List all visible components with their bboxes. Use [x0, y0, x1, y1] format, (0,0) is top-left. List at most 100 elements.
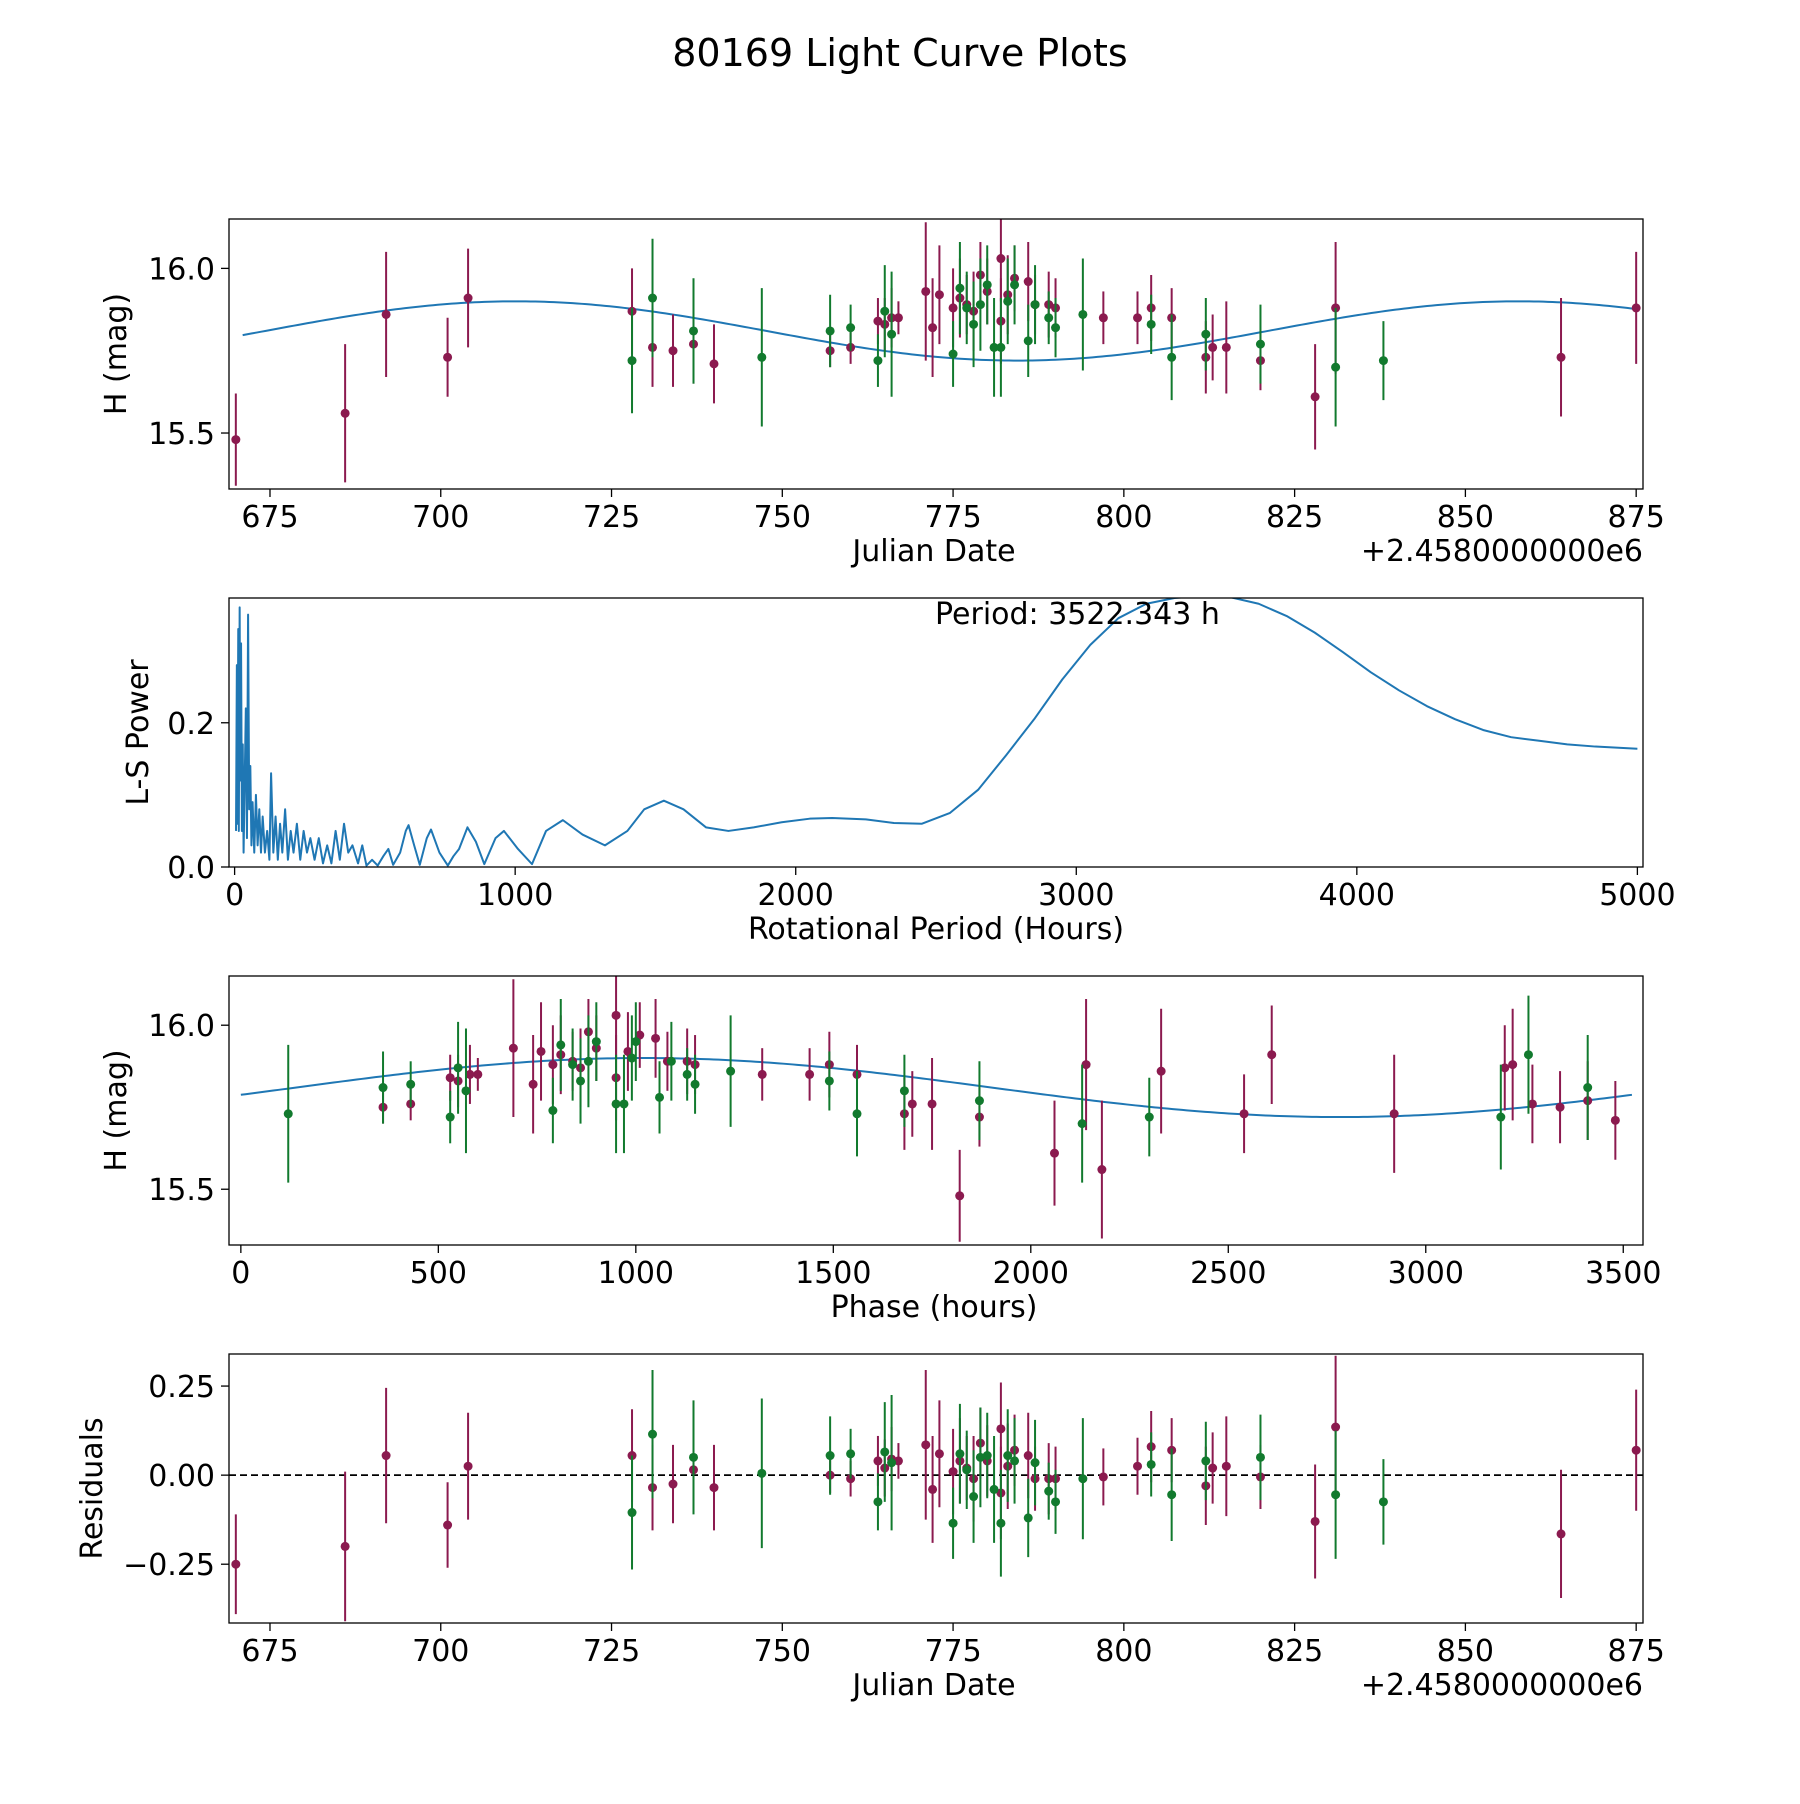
data-point	[231, 435, 241, 445]
data-point	[619, 1099, 629, 1109]
data-point	[1378, 356, 1388, 366]
data-point	[989, 1484, 999, 1494]
data-point	[955, 1191, 965, 1201]
data-point	[381, 1451, 391, 1461]
x-tick-label: 800	[1095, 500, 1152, 535]
x-tick-label: 800	[1095, 1634, 1152, 1669]
data-point	[340, 408, 350, 418]
data-point	[1331, 362, 1341, 372]
data-point	[635, 1030, 645, 1040]
data-point	[1044, 313, 1054, 323]
x-tick-label: 750	[754, 1634, 811, 1669]
y-axis-label: L-S Power	[121, 659, 156, 806]
x-offset-label: +2.4580000000e6	[1361, 1668, 1643, 1703]
data-point	[955, 283, 965, 293]
data-point	[709, 1483, 719, 1493]
data-point	[873, 1456, 883, 1466]
data-point	[996, 1424, 1006, 1434]
plot-area	[229, 1355, 1643, 1622]
y-axis-label: Residuals	[75, 1417, 110, 1559]
data-point	[689, 326, 699, 336]
data-point	[648, 293, 658, 303]
data-point	[568, 1060, 578, 1070]
axes-frame	[228, 1353, 1644, 1624]
x-offset-label: +2.4580000000e6	[1361, 534, 1643, 569]
data-point	[852, 1109, 862, 1119]
data-point	[948, 303, 958, 313]
data-point	[1389, 1109, 1399, 1119]
data-point	[1201, 329, 1211, 339]
data-point	[1098, 1472, 1108, 1482]
data-point	[690, 1079, 700, 1089]
x-tick-label: 1000	[477, 878, 553, 913]
data-point	[1631, 1445, 1641, 1455]
data-point	[1310, 1516, 1320, 1526]
data-point	[893, 313, 903, 323]
x-axis-label: Rotational Period (Hours)	[748, 912, 1124, 947]
data-point	[648, 1429, 658, 1439]
data-point	[1078, 1474, 1088, 1484]
x-tick-label: 875	[1608, 1634, 1665, 1669]
x-tick-label: 700	[412, 1634, 469, 1669]
y-tick-label: −0.25	[123, 1548, 215, 1583]
data-point	[934, 1449, 944, 1459]
data-point	[709, 359, 719, 369]
data-point	[340, 1541, 350, 1551]
data-point	[921, 286, 931, 296]
x-tick-label: 675	[241, 500, 298, 535]
data-point	[283, 1109, 293, 1119]
subplot-p4: 675 700 725 750 775 800 825 850 875 −0.25 0.00 0.25…	[75, 1353, 1665, 1703]
data-point	[982, 280, 992, 290]
x-axis-label: Phase (hours)	[831, 1290, 1038, 1325]
x-tick-label: 2000	[993, 1256, 1069, 1291]
data-point	[899, 1086, 909, 1096]
data-point	[1023, 277, 1033, 287]
data-point	[1044, 1486, 1054, 1496]
data-point	[1167, 1490, 1177, 1500]
model-curve	[240, 1057, 1633, 1119]
data-point	[548, 1060, 558, 1070]
data-point	[536, 1046, 546, 1056]
axes-frame	[228, 218, 1644, 490]
x-tick-label: 700	[412, 500, 469, 535]
data-point	[463, 293, 473, 303]
data-point	[996, 254, 1006, 264]
x-tick-label: 750	[754, 500, 811, 535]
data-point	[975, 300, 985, 310]
data-point	[974, 1096, 984, 1106]
data-point	[1378, 1497, 1388, 1507]
data-point	[666, 1056, 676, 1066]
data-point	[1496, 1112, 1506, 1122]
data-point	[1523, 1050, 1533, 1060]
data-point	[1097, 1165, 1107, 1175]
data-point	[463, 1461, 473, 1471]
x-tick-label: 3000	[1388, 1256, 1464, 1291]
data-point	[1208, 1463, 1218, 1473]
x-tick-label: 1000	[598, 1256, 674, 1291]
data-point	[381, 309, 391, 319]
data-point	[591, 1037, 601, 1047]
data-point	[1003, 296, 1013, 306]
data-point	[443, 1520, 453, 1530]
x-tick-label: 825	[1266, 500, 1323, 535]
series-b	[627, 238, 1388, 427]
data-point	[873, 356, 883, 366]
y-tick-label: 15.5	[148, 417, 215, 452]
y-tick-label: 0.25	[148, 1370, 215, 1405]
x-tick-label: 825	[1266, 1634, 1323, 1669]
data-point	[1051, 1497, 1061, 1507]
series-b	[283, 995, 1593, 1183]
data-point	[1003, 1451, 1013, 1461]
subplot-p2: 0 1000 2000 3000 4000 5000 0.0 0.2 Rotational Pe…	[121, 597, 1676, 947]
data-point	[825, 326, 835, 336]
y-tick-label: 0.0	[167, 851, 215, 886]
data-point	[1239, 1109, 1249, 1119]
period-annotation: Period: 3522.343 h	[935, 597, 1220, 632]
data-point	[1508, 1060, 1518, 1070]
data-point	[682, 1069, 692, 1079]
data-point	[934, 290, 944, 300]
y-axis-label: H (mag)	[99, 1049, 134, 1171]
x-tick-label: 4000	[1319, 878, 1395, 913]
data-point	[928, 323, 938, 333]
x-tick-label: 725	[583, 1634, 640, 1669]
